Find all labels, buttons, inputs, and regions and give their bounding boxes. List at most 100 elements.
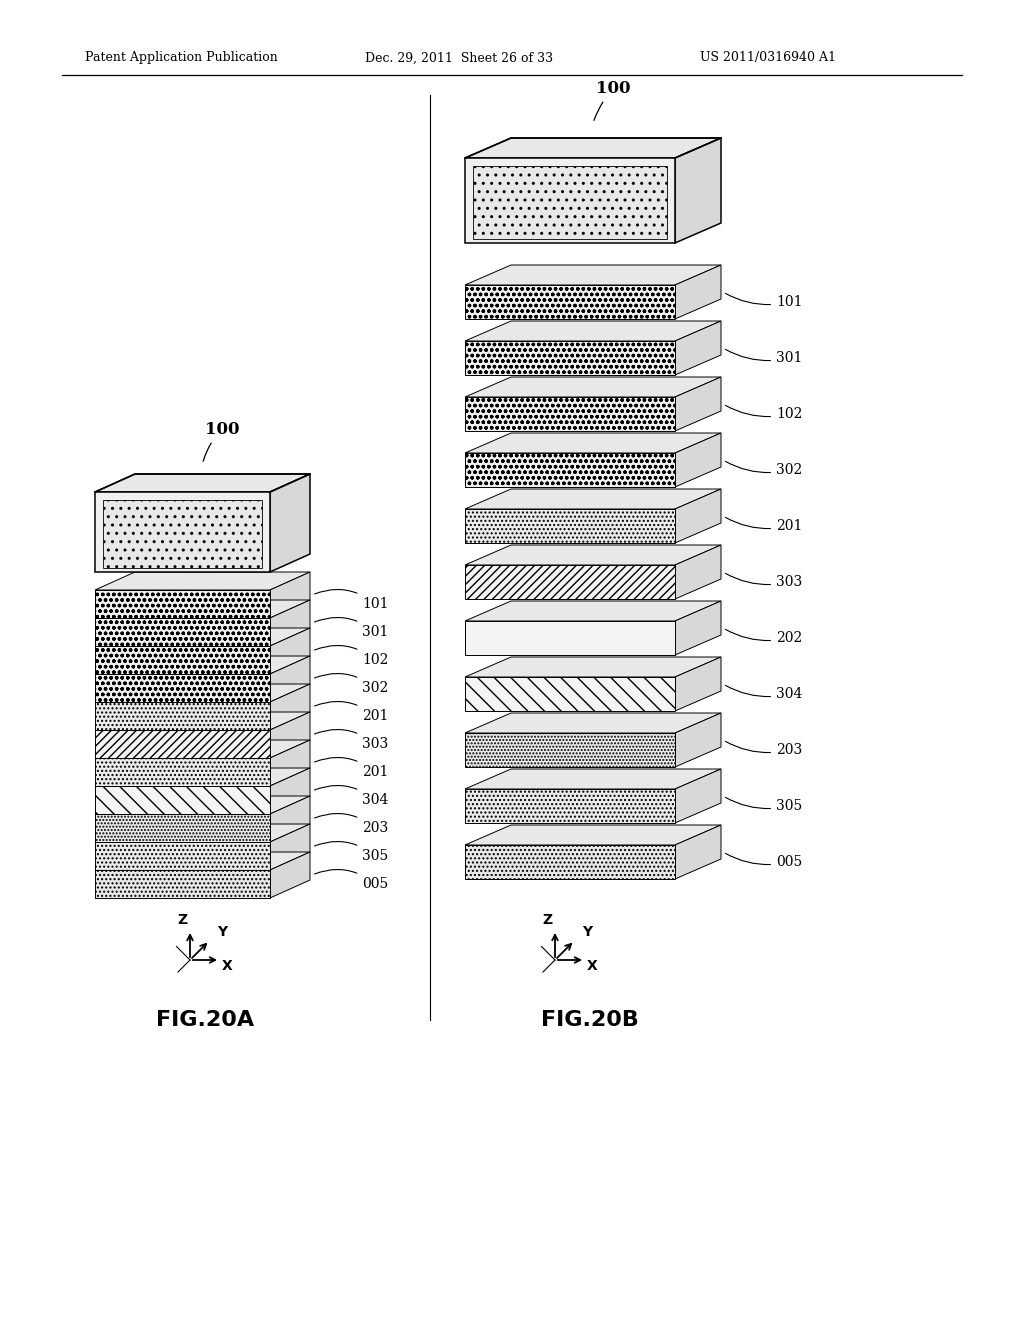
Text: Dec. 29, 2011  Sheet 26 of 33: Dec. 29, 2011 Sheet 26 of 33 bbox=[365, 51, 553, 65]
Text: X: X bbox=[587, 960, 598, 973]
Polygon shape bbox=[465, 453, 675, 487]
Text: FIG.20B: FIG.20B bbox=[541, 1010, 639, 1030]
Polygon shape bbox=[465, 158, 675, 243]
Polygon shape bbox=[95, 842, 270, 870]
Polygon shape bbox=[95, 618, 270, 645]
Polygon shape bbox=[95, 711, 310, 730]
Polygon shape bbox=[270, 768, 310, 814]
Polygon shape bbox=[95, 814, 270, 842]
Text: 304: 304 bbox=[314, 785, 388, 807]
Polygon shape bbox=[95, 785, 270, 814]
Text: 302: 302 bbox=[725, 462, 802, 477]
Text: X: X bbox=[222, 960, 232, 973]
Polygon shape bbox=[465, 433, 721, 453]
Polygon shape bbox=[465, 139, 721, 158]
Polygon shape bbox=[675, 488, 721, 543]
Text: 303: 303 bbox=[314, 730, 388, 751]
Polygon shape bbox=[95, 851, 310, 870]
Polygon shape bbox=[95, 628, 310, 645]
Text: 303: 303 bbox=[725, 573, 802, 589]
Text: FIG.20A: FIG.20A bbox=[156, 1010, 254, 1030]
Polygon shape bbox=[95, 675, 270, 702]
Text: 203: 203 bbox=[314, 813, 388, 836]
Text: 302: 302 bbox=[314, 673, 388, 696]
Polygon shape bbox=[465, 845, 675, 879]
Polygon shape bbox=[465, 397, 675, 432]
Polygon shape bbox=[95, 768, 310, 785]
Text: 005: 005 bbox=[314, 870, 388, 891]
Polygon shape bbox=[465, 789, 675, 822]
Polygon shape bbox=[465, 657, 721, 677]
Polygon shape bbox=[95, 702, 270, 730]
Polygon shape bbox=[675, 265, 721, 319]
Polygon shape bbox=[465, 321, 721, 341]
Polygon shape bbox=[95, 656, 310, 675]
Text: 201: 201 bbox=[314, 758, 388, 779]
Polygon shape bbox=[95, 601, 310, 618]
Polygon shape bbox=[270, 796, 310, 842]
Polygon shape bbox=[465, 677, 675, 711]
Polygon shape bbox=[270, 684, 310, 730]
Polygon shape bbox=[95, 796, 310, 814]
Polygon shape bbox=[95, 645, 270, 675]
Polygon shape bbox=[465, 265, 721, 285]
Polygon shape bbox=[270, 474, 310, 572]
Polygon shape bbox=[675, 601, 721, 655]
Polygon shape bbox=[465, 488, 721, 510]
Polygon shape bbox=[675, 770, 721, 822]
Polygon shape bbox=[675, 545, 721, 599]
Text: 202: 202 bbox=[725, 630, 802, 645]
Text: 203: 203 bbox=[725, 742, 802, 756]
Polygon shape bbox=[675, 139, 721, 243]
Text: 100: 100 bbox=[594, 81, 630, 120]
Text: Z: Z bbox=[542, 913, 552, 927]
Text: 005: 005 bbox=[725, 853, 802, 869]
Polygon shape bbox=[270, 824, 310, 870]
Polygon shape bbox=[95, 758, 270, 785]
Polygon shape bbox=[95, 492, 270, 572]
Polygon shape bbox=[465, 825, 721, 845]
Text: 305: 305 bbox=[725, 797, 802, 813]
Polygon shape bbox=[270, 741, 310, 785]
Polygon shape bbox=[465, 565, 675, 599]
Text: Y: Y bbox=[217, 924, 227, 939]
Polygon shape bbox=[95, 684, 310, 702]
Polygon shape bbox=[95, 741, 310, 758]
Polygon shape bbox=[465, 770, 721, 789]
Text: Y: Y bbox=[583, 924, 593, 939]
Polygon shape bbox=[675, 321, 721, 375]
Text: 201: 201 bbox=[725, 517, 803, 533]
Text: Z: Z bbox=[177, 913, 187, 927]
Polygon shape bbox=[103, 500, 262, 568]
Polygon shape bbox=[270, 601, 310, 645]
Text: 101: 101 bbox=[725, 293, 803, 309]
Polygon shape bbox=[465, 545, 721, 565]
Polygon shape bbox=[473, 166, 667, 239]
Text: 301: 301 bbox=[725, 350, 803, 366]
Polygon shape bbox=[270, 851, 310, 898]
Polygon shape bbox=[270, 572, 310, 618]
Polygon shape bbox=[465, 510, 675, 543]
Polygon shape bbox=[465, 341, 675, 375]
Polygon shape bbox=[675, 378, 721, 432]
Text: 305: 305 bbox=[314, 841, 388, 863]
Text: 201: 201 bbox=[314, 701, 388, 723]
Polygon shape bbox=[465, 285, 675, 319]
Polygon shape bbox=[95, 824, 310, 842]
Polygon shape bbox=[270, 656, 310, 702]
Polygon shape bbox=[675, 657, 721, 711]
Polygon shape bbox=[95, 590, 270, 618]
Text: 304: 304 bbox=[725, 685, 803, 701]
Text: 100: 100 bbox=[203, 421, 240, 461]
Polygon shape bbox=[675, 713, 721, 767]
Polygon shape bbox=[95, 870, 270, 898]
Polygon shape bbox=[465, 378, 721, 397]
Polygon shape bbox=[270, 711, 310, 758]
Polygon shape bbox=[95, 474, 310, 492]
Polygon shape bbox=[465, 713, 721, 733]
Text: US 2011/0316940 A1: US 2011/0316940 A1 bbox=[700, 51, 836, 65]
Polygon shape bbox=[675, 433, 721, 487]
Polygon shape bbox=[270, 628, 310, 675]
Polygon shape bbox=[95, 572, 310, 590]
Text: 102: 102 bbox=[725, 405, 803, 421]
